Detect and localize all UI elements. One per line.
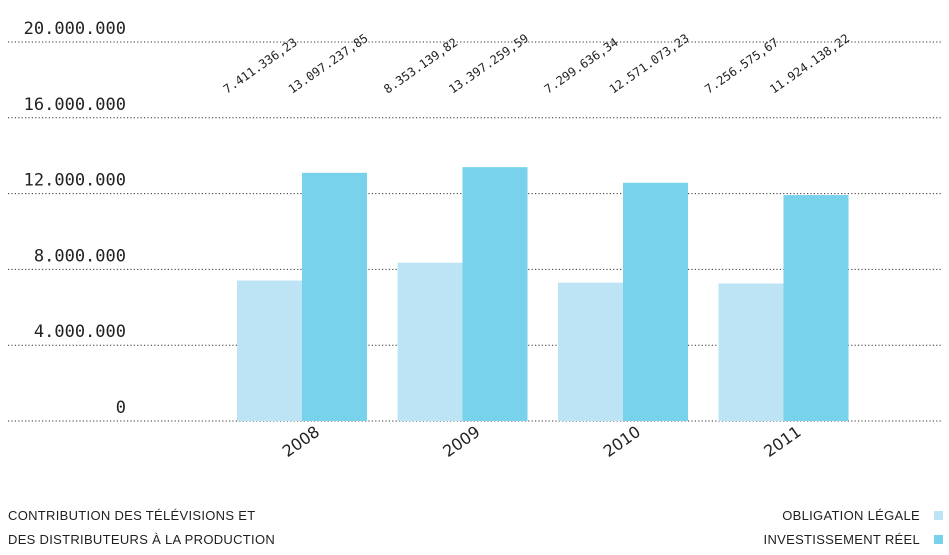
legend-label-obligation: OBLIGATION LÉGALE <box>782 508 920 523</box>
chart-title-line-2: DES DISTRIBUTEURS À LA PRODUCTION <box>8 532 276 547</box>
y-tick-label: 8.000.000 <box>34 246 126 266</box>
legend-swatch-investissement <box>934 535 943 544</box>
chart-title-line-1: CONTRIBUTION DES TÉLÉVISIONS ET <box>8 508 256 523</box>
y-tick-label: 12.000.000 <box>24 171 126 191</box>
bar <box>462 167 528 421</box>
x-tick-label: 2009 <box>439 422 483 461</box>
legend-swatch-obligation <box>934 511 943 520</box>
bar <box>718 283 784 421</box>
data-label: 13.097.237,85 <box>286 31 371 96</box>
bar <box>558 282 623 421</box>
bar <box>302 172 367 421</box>
bar <box>623 182 688 421</box>
data-label: 13.397.259,59 <box>446 31 531 96</box>
data-label: 12.571.073,23 <box>607 31 692 96</box>
bar <box>783 195 849 421</box>
bar <box>397 262 463 421</box>
y-tick-label: 16.000.000 <box>24 95 126 115</box>
data-label: 11.924.138,22 <box>767 31 852 96</box>
bar-chart: 0 4.000.000 8.000.000 12.000.000 16.000.000 2… <box>8 19 942 461</box>
legend-item-investissement: INVESTISSEMENT RÉEL <box>764 532 943 547</box>
x-tick-label: 2010 <box>600 422 644 461</box>
x-tick-label: 2008 <box>279 422 323 461</box>
bar <box>237 280 302 421</box>
legend-item-obligation: OBLIGATION LÉGALE <box>782 508 943 523</box>
x-tick-label: 2011 <box>760 422 804 461</box>
y-tick-label: 20.000.000 <box>24 19 126 39</box>
legend-label-investissement: INVESTISSEMENT RÉEL <box>763 532 920 547</box>
y-tick-label: 0 <box>116 398 126 418</box>
y-tick-label: 4.000.000 <box>34 322 126 342</box>
